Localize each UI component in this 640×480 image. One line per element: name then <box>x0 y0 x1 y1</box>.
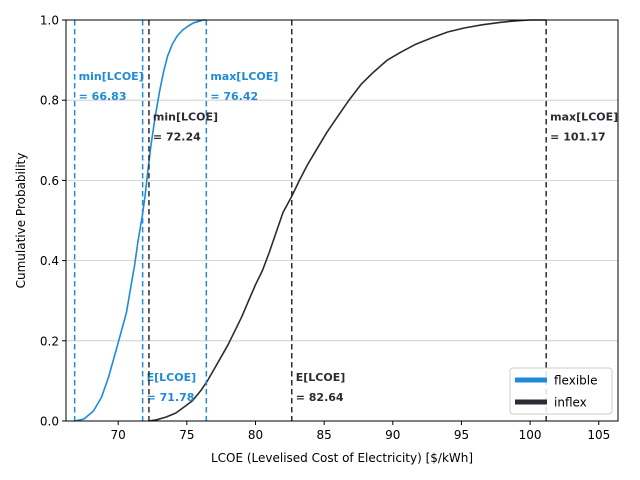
y-tick-label: 1.0 <box>40 14 59 28</box>
reference-label-value: = 76.42 <box>210 90 258 103</box>
reference-lines: min[LCOE] = 66.83 E[LCOE] = 71.78 max[LCOE] =… <box>73 20 618 421</box>
series-line-flexible <box>74 19 207 422</box>
reference-label-name: E[LCOE] <box>147 371 197 384</box>
y-tick-label: 0.8 <box>40 94 59 108</box>
y-tick-label: 0.4 <box>40 254 59 268</box>
reference-label-value: = 66.83 <box>79 90 127 103</box>
reference-label-name: E[LCOE] <box>296 371 346 384</box>
y-axis-ticks: 0.0 0.2 0.4 0.6 0.8 1.0 <box>40 14 66 429</box>
x-tick-label: 100 <box>519 428 542 442</box>
x-tick-label: 80 <box>248 428 263 442</box>
x-tick-label: 75 <box>179 428 194 442</box>
legend[interactable]: flexible inflex <box>509 367 613 415</box>
legend-label-inflex: inflex <box>554 396 587 410</box>
reference-label-value: = 101.17 <box>550 130 606 143</box>
y-tick-label: 0.0 <box>40 415 59 429</box>
x-axis-ticks: 70 75 80 85 90 95 100 105 <box>111 421 610 442</box>
reference-label-value: = 82.64 <box>296 391 344 404</box>
y-tick-label: 0.2 <box>40 334 59 348</box>
y-tick-label: 0.6 <box>40 174 59 188</box>
x-tick-label: 105 <box>587 428 610 442</box>
reference-label-name: min[LCOE] <box>79 70 144 83</box>
plot-frame <box>65 19 619 422</box>
x-tick-label: 95 <box>454 428 469 442</box>
x-tick-label: 85 <box>317 428 332 442</box>
x-axis-label: LCOE (Levelised Cost of Electricity) [$/… <box>211 451 473 465</box>
x-tick-label: 70 <box>111 428 126 442</box>
y-axis-label: Cumulative Probability <box>14 153 28 289</box>
reference-label-value: = 72.24 <box>153 130 201 143</box>
x-tick-label: 90 <box>385 428 400 442</box>
reference-label-name: min[LCOE] <box>153 110 218 123</box>
reference-label-name: max[LCOE] <box>210 70 278 83</box>
reference-label-value: = 71.78 <box>147 391 195 404</box>
legend-label-flexible: flexible <box>554 374 598 388</box>
reference-label-name: max[LCOE] <box>550 110 618 123</box>
